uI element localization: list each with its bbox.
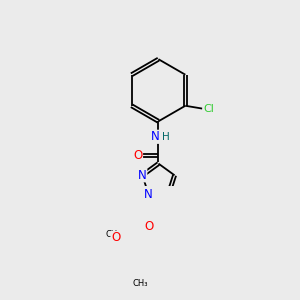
Text: N: N bbox=[151, 130, 160, 143]
Text: O: O bbox=[111, 232, 120, 244]
Text: O: O bbox=[144, 220, 153, 233]
Text: CH₃: CH₃ bbox=[133, 279, 148, 288]
Text: Cl: Cl bbox=[203, 103, 214, 114]
Text: N: N bbox=[138, 169, 147, 182]
Text: H: H bbox=[163, 132, 170, 142]
Text: N: N bbox=[144, 188, 153, 201]
Text: CH₃: CH₃ bbox=[106, 230, 121, 239]
Text: O: O bbox=[133, 148, 142, 162]
